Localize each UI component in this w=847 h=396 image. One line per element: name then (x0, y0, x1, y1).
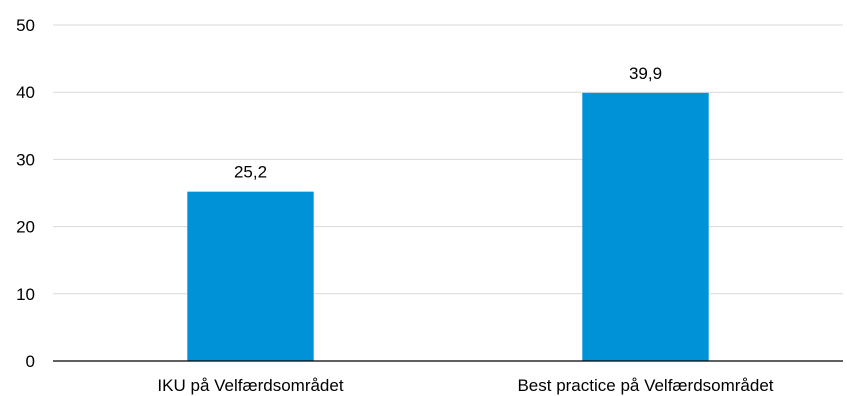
y-tick-label: 30 (16, 150, 35, 169)
data-label: 25,2 (234, 163, 267, 182)
y-tick-label: 10 (16, 285, 35, 304)
bar (187, 191, 314, 361)
data-labels: 25,2 39,9 (234, 64, 662, 182)
gridlines (53, 24, 843, 295)
y-axis-tick-labels: 0 10 20 30 40 50 (16, 16, 35, 371)
y-tick-label: 0 (26, 352, 35, 371)
bar (582, 92, 709, 361)
y-tick-label: 40 (16, 83, 35, 102)
y-tick-label: 50 (16, 16, 35, 35)
bars (187, 92, 709, 361)
x-axis-category-labels: IKU på Velfærdsområdet Best practice på V… (157, 376, 773, 395)
category-label: IKU på Velfærdsområdet (157, 376, 343, 395)
data-label: 39,9 (629, 64, 662, 83)
y-tick-label: 20 (16, 218, 35, 237)
category-label: Best practice på Velfærdsområdet (517, 376, 773, 395)
